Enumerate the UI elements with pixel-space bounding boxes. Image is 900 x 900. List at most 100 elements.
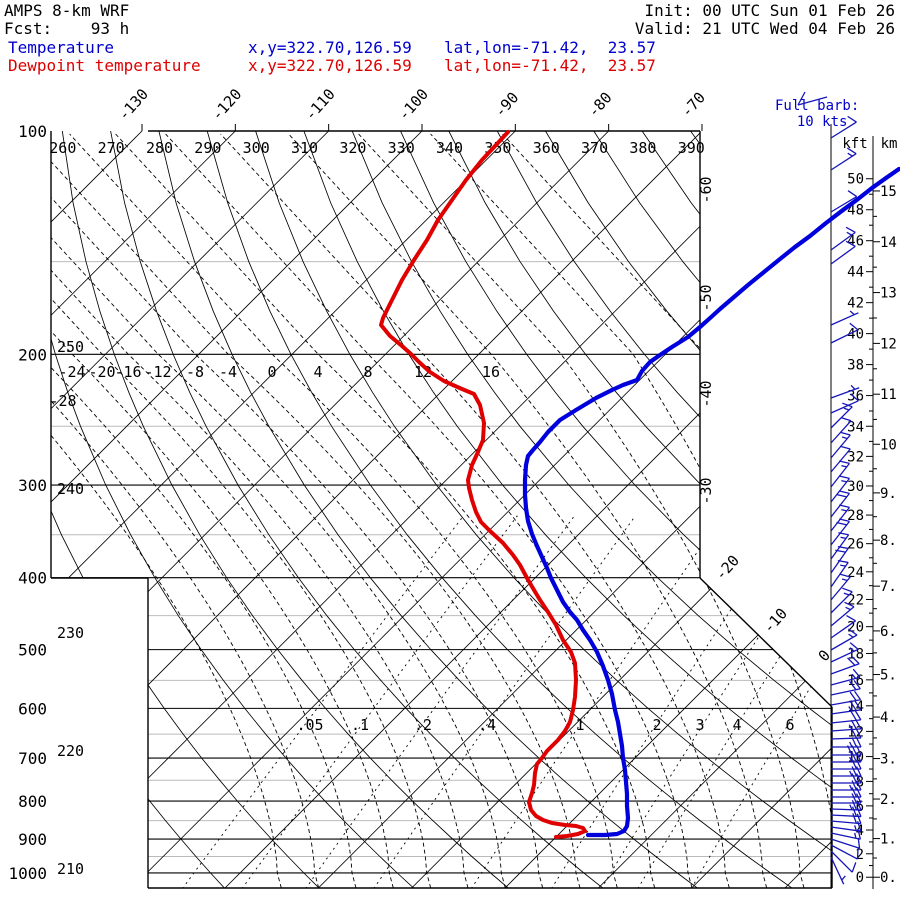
km-tick-label: 2.	[880, 792, 897, 808]
moist-adiabat-label: 16	[482, 363, 500, 381]
wind-barb	[830, 115, 857, 139]
wind-barb	[830, 828, 861, 840]
km-tick-label: 11.	[880, 387, 900, 403]
plot-background	[51, 131, 832, 888]
moist-adiabat-label: -20	[88, 363, 115, 381]
wind-barb	[830, 799, 862, 811]
km-tick-label: 12.	[880, 336, 900, 352]
dewpoint-series-label: Dewpoint temperature	[8, 56, 201, 75]
moist-adiabat-line	[288, 133, 768, 888]
theta-top-label: 340	[436, 139, 463, 157]
mixing-ratio-line	[637, 515, 832, 888]
wind-barb	[830, 700, 862, 715]
kft-tick-label: 0	[856, 870, 864, 886]
wind-barb	[830, 844, 859, 860]
moist-adiabat-line	[51, 133, 432, 888]
moist-adiabat-line	[220, 133, 730, 888]
km-tick-label: 13.	[880, 286, 900, 302]
mixing-ratio-line	[181, 515, 464, 888]
isotherm-line	[51, 131, 236, 888]
moist-adiabat-label: -8	[186, 363, 204, 381]
kft-tick-label: 40	[847, 327, 864, 343]
theta-top-label: 280	[146, 139, 173, 157]
km-tick-label: 1.	[880, 832, 897, 848]
wind-barb	[830, 240, 856, 265]
kft-tick-label: 50	[847, 172, 864, 188]
temperature-curve	[379, 130, 587, 839]
moist-adiabat-line	[51, 133, 506, 888]
pressure-label: 1000	[8, 864, 47, 883]
wind-barb	[830, 384, 860, 399]
wind-barb	[830, 460, 850, 488]
kft-tick-label: 28	[847, 508, 864, 524]
isotherm-top-label: -110	[301, 85, 339, 124]
kft-tick-label: 2	[856, 847, 864, 863]
theta-top-label: 300	[243, 139, 270, 157]
theta-top-label: 310	[291, 139, 318, 157]
kft-tick-label: 46	[847, 234, 864, 250]
wind-barb	[831, 752, 862, 763]
wind-barb	[830, 806, 862, 818]
wind-barb	[830, 559, 849, 588]
isotherm-line	[411, 131, 832, 888]
wind-barb	[830, 545, 849, 574]
wind-barb	[831, 737, 862, 748]
wind-barb	[830, 813, 862, 825]
kft-tick-label: 42	[847, 296, 864, 312]
moist-adiabat-label: -24	[58, 363, 85, 381]
wind-barb	[830, 856, 846, 885]
kft-tick-label: 26	[847, 537, 864, 553]
theta-top-label: 260	[49, 139, 76, 157]
isotherm-diag-label: -10	[760, 605, 792, 637]
wind-barb	[830, 820, 862, 832]
theta-top-label: 360	[533, 139, 560, 157]
init-time: Init: 00 UTC Sun 01 Feb 26	[644, 1, 895, 20]
km-tick-label: 8.	[880, 533, 897, 549]
kft-tick-label: 30	[847, 479, 864, 495]
dry-adiabat-line	[255, 131, 832, 888]
wind-barb	[830, 850, 857, 873]
moist-adiabat-line	[51, 133, 544, 888]
isotherm-diag-label: -20	[712, 552, 744, 584]
wind-barb	[830, 728, 862, 740]
moist-adiabat-line	[51, 133, 320, 888]
dry-adiabat-line	[206, 131, 794, 888]
isotherm-line	[504, 131, 832, 888]
pressure-label: 600	[18, 699, 47, 718]
pressure-label: 300	[18, 476, 47, 495]
temperature-latlon: lat,lon=-71.42, 23.57	[444, 38, 656, 57]
wind-barb	[830, 417, 852, 444]
wind-barb	[830, 573, 851, 601]
wind-barb	[831, 766, 862, 777]
theta-left-label: 210	[57, 860, 84, 878]
theta-left-label: 250	[57, 338, 84, 356]
isotherm-line	[224, 131, 832, 888]
isotherm-right-label: -30	[697, 477, 715, 504]
isotherm-line	[598, 131, 832, 888]
moist-adiabat-label: -16	[114, 363, 141, 381]
dry-adiabat-line	[545, 131, 832, 888]
mixing-ratio-label: 1	[575, 716, 584, 734]
isotherm-top-label: -70	[678, 89, 710, 121]
mixing-ratio-line	[470, 515, 723, 888]
wind-barb	[830, 668, 861, 686]
moist-adiabat-line	[430, 133, 832, 888]
theta-top-label: 290	[194, 139, 221, 157]
isotherm-right-label: -40	[697, 380, 715, 407]
wind-barb	[830, 532, 850, 560]
kft-tick-label: 36	[847, 389, 864, 405]
isotherm-top-label: -80	[584, 89, 616, 121]
isotherm-right-label: -60	[697, 176, 715, 203]
wind-barb	[830, 628, 858, 651]
mixing-ratio-label: 4	[732, 716, 741, 734]
mixing-ratio-line	[690, 515, 832, 888]
km-tick-label: 7.	[880, 579, 897, 595]
wind-barb	[831, 773, 862, 784]
wind-barb	[830, 190, 858, 213]
theta-top-label: 320	[339, 139, 366, 157]
theta-top-label: 380	[629, 139, 656, 157]
wind-barb	[830, 226, 856, 251]
isotherm-line	[51, 131, 143, 888]
